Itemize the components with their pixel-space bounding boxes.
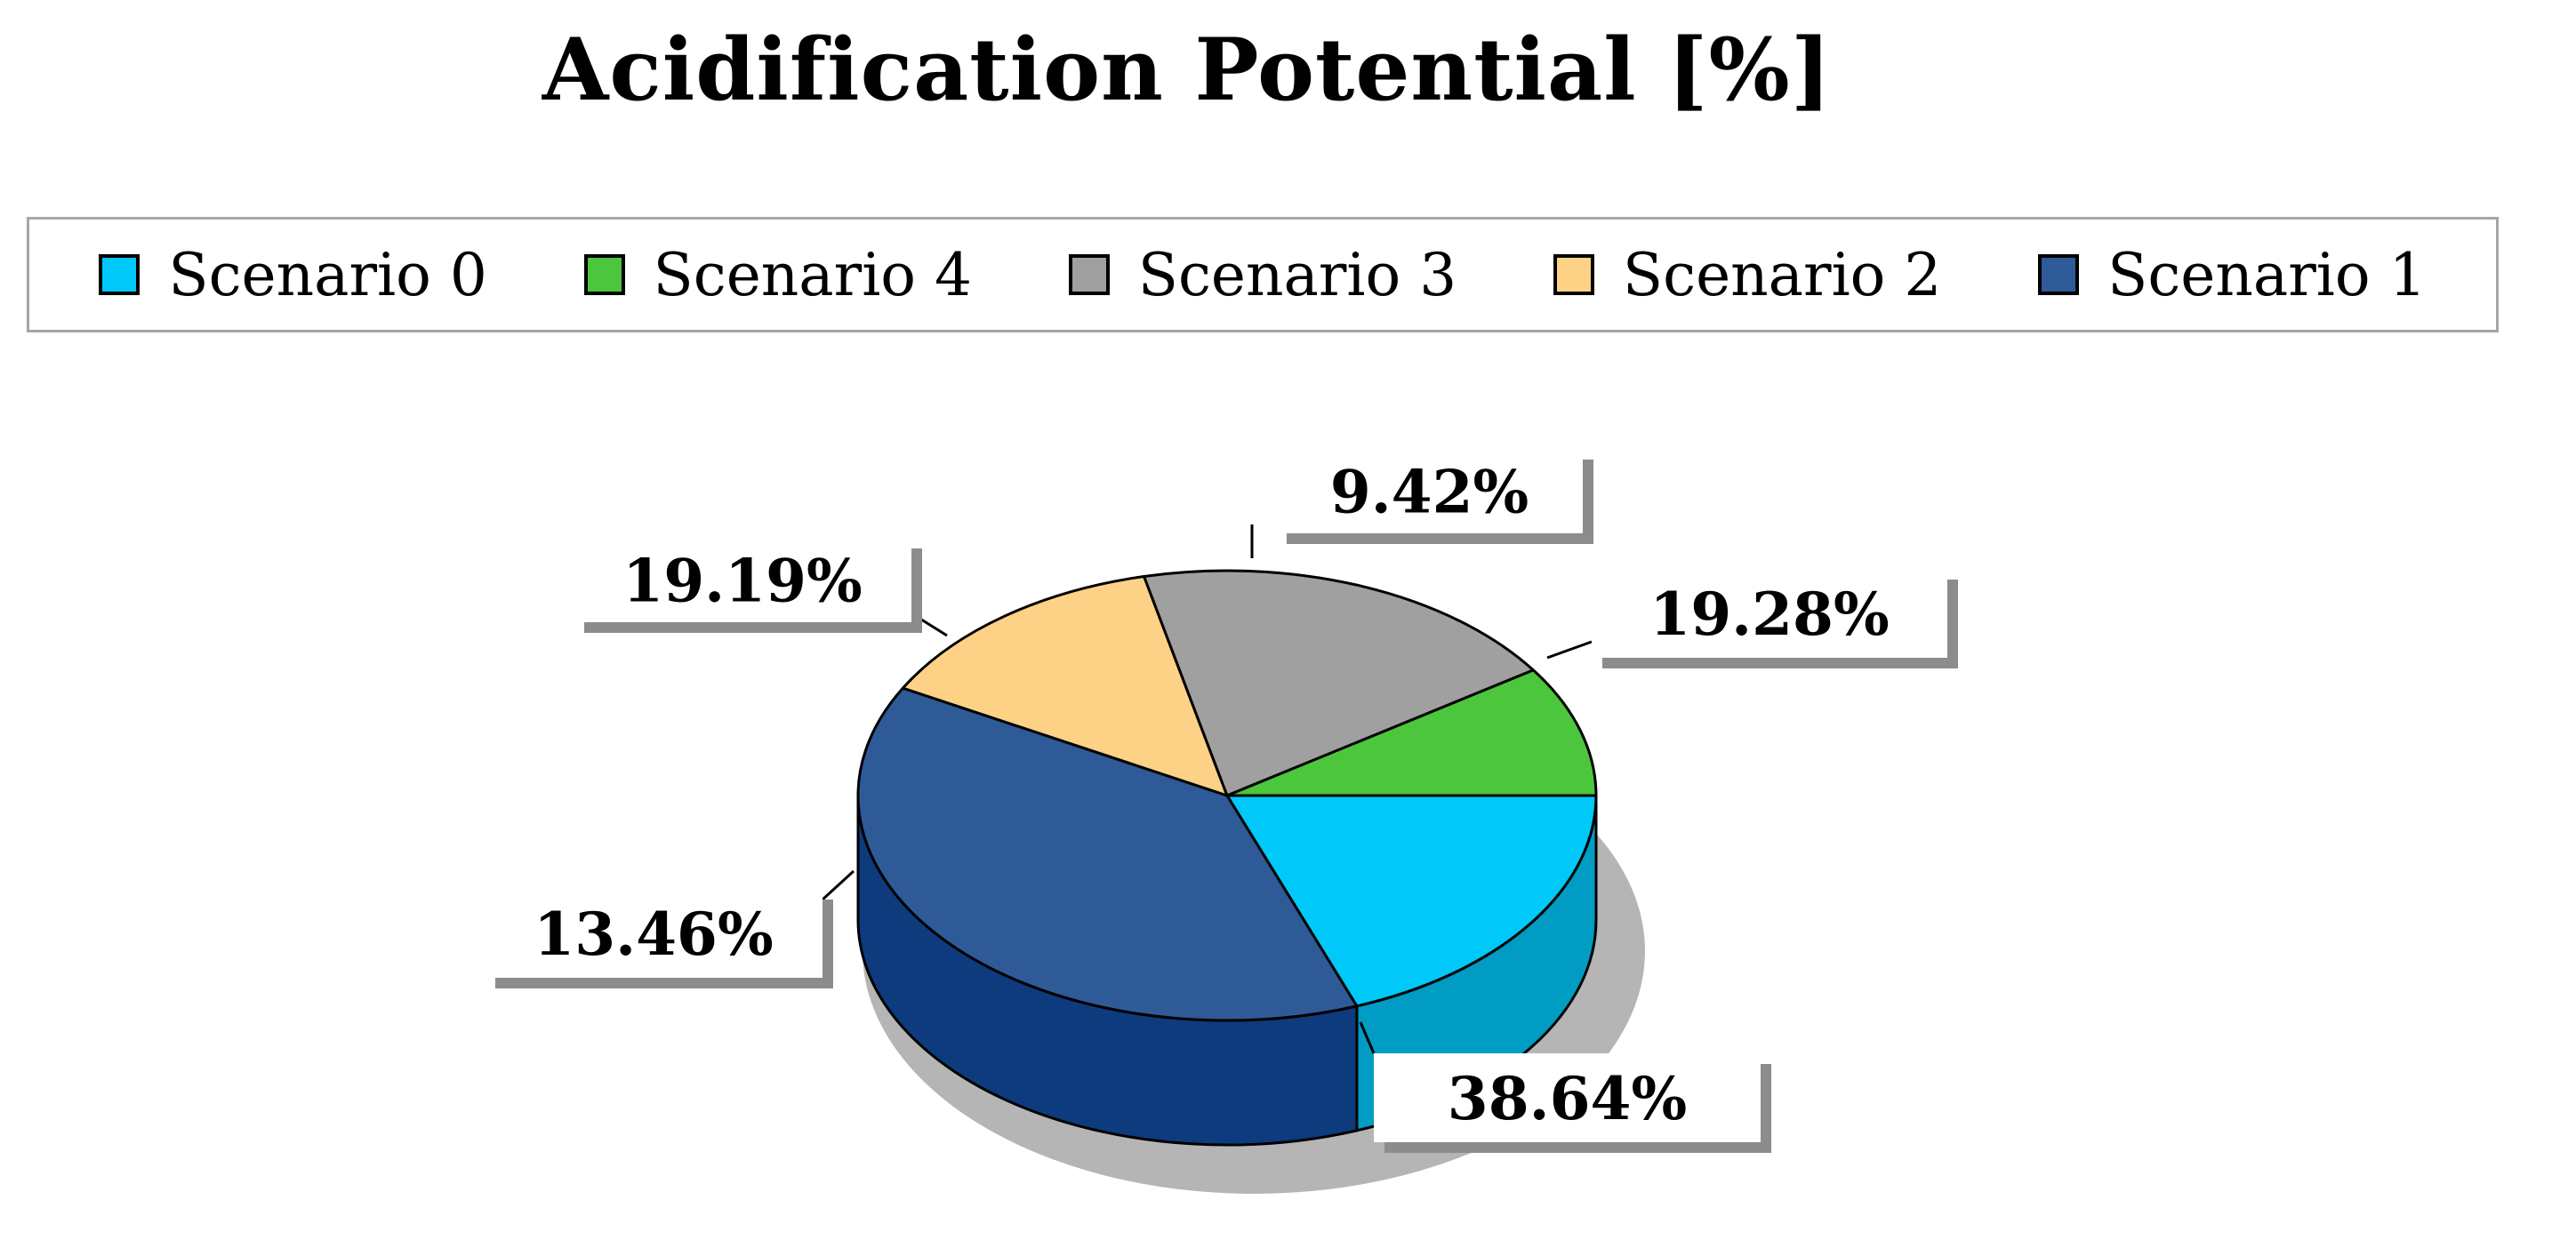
legend-item-scenario-1: Scenario 1 — [2038, 240, 2427, 309]
pct-label-scenario-0: 19.28% — [1649, 580, 1889, 649]
pct-label-scenario-1: 38.64% — [1448, 1064, 1687, 1133]
legend-swatch-scenario-1 — [2038, 254, 2080, 295]
legend-label-scenario-2: Scenario 2 — [1622, 240, 1942, 309]
callout-box — [1374, 1053, 1761, 1142]
data-label-scenario-0: 19.28% — [1546, 569, 1958, 668]
pie-slice-scenario-4 — [1225, 668, 1598, 797]
data-label-scenario-2: 13.46% — [485, 869, 855, 988]
data-label-scenario-4: 9.42% — [1250, 449, 1593, 558]
pct-label-scenario-4: 9.42% — [1330, 458, 1529, 527]
legend-label-scenario-1: Scenario 1 — [2107, 240, 2427, 309]
pie-slice-scenario-3 — [1143, 569, 1535, 797]
legend-item-scenario-2: Scenario 2 — [1553, 241, 1941, 309]
callout-box — [485, 889, 823, 978]
callout-line — [821, 869, 855, 901]
pct-label-scenario-3: 19.19% — [622, 547, 862, 616]
pie-slice-scenario-1 — [856, 686, 1359, 1022]
callout-box — [574, 538, 911, 622]
legend-swatch-scenario-3 — [1068, 254, 1110, 295]
legend-item-scenario-4: Scenario 4 — [583, 240, 973, 309]
pie-slice-scenario-0 — [1225, 794, 1598, 1008]
legend-label-scenario-0: Scenario 0 — [168, 240, 487, 309]
callout-line — [1546, 640, 1593, 660]
legend-item-scenario-0: Scenario 0 — [99, 240, 487, 309]
data-label-scenario-1: 38.64% — [1359, 1021, 1771, 1153]
legend-swatch-scenario-0 — [99, 254, 140, 295]
pie-slice-scenario-2 — [901, 574, 1229, 797]
legend-item-scenario-3: Scenario 3 — [1068, 240, 1457, 309]
legend-label-scenario-3: Scenario 3 — [1137, 240, 1457, 309]
callout-box — [1276, 449, 1583, 533]
pct-label-scenario-2: 13.46% — [534, 900, 773, 969]
legend-swatch-scenario-4 — [583, 254, 625, 295]
legend-label-scenario-4: Scenario 4 — [653, 240, 973, 309]
chart-legend: Scenario 0 Scenario 4 Scenario 3 Scenari… — [27, 217, 2499, 332]
legend-swatch-scenario-2 — [1553, 254, 1594, 295]
data-label-scenario-3: 19.19% — [574, 538, 948, 637]
callout-box — [1592, 569, 1947, 658]
chart-title: Acidification Potential [%] — [542, 20, 1833, 120]
callout-line — [1359, 1021, 1376, 1054]
